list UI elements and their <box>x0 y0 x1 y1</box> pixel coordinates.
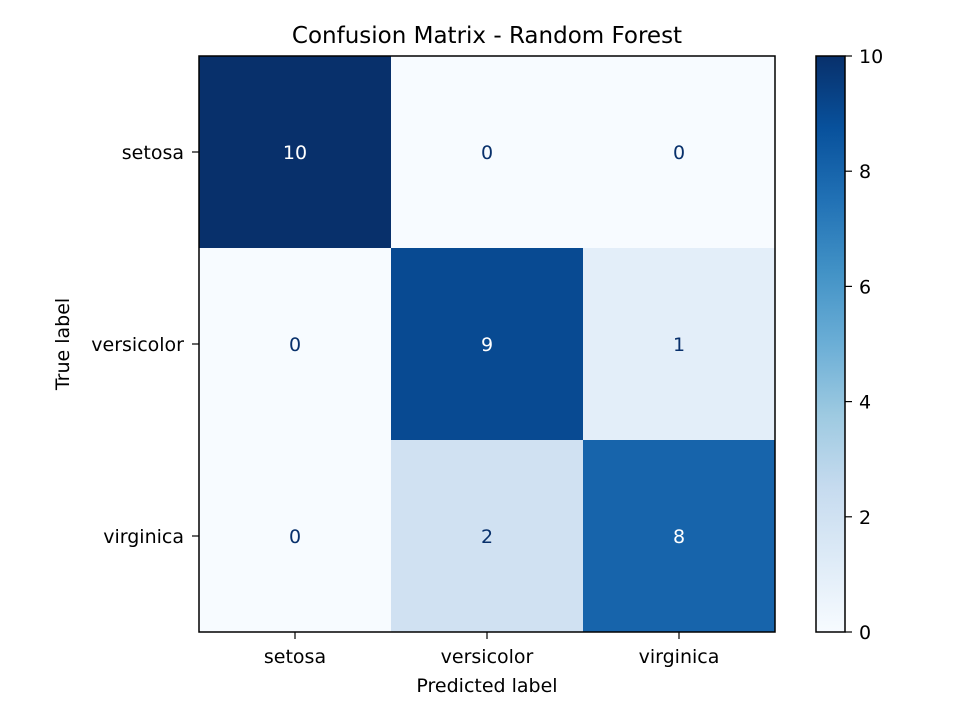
y-axis-label: True label <box>52 298 74 391</box>
heatmap-cell-labels: 10 0 00 9 10 2 8 <box>283 142 685 548</box>
colorbar-tick-label: 2 <box>859 507 871 529</box>
colorbar-tick-label: 4 <box>859 392 871 414</box>
cell-value-label: 0 <box>481 142 493 164</box>
cell-value-label: 0 <box>289 334 301 356</box>
heatmap-cell <box>199 248 392 441</box>
heatmap-cell <box>391 248 584 441</box>
chart-title: Confusion Matrix - Random Forest <box>292 23 682 49</box>
heatmap-cell <box>391 440 584 633</box>
cell-value-label: 2 <box>481 526 493 548</box>
y-tick-label: versicolor <box>91 334 184 356</box>
x-tick-label: versicolor <box>441 646 534 668</box>
y-tick-label: virginica <box>103 526 184 548</box>
cell-value-label: 0 <box>289 526 301 548</box>
colorbar <box>815 55 846 633</box>
colorbar-ticks: 0 2 4 6 8 10 <box>845 46 883 644</box>
colorbar-tick-label: 10 <box>859 46 883 68</box>
x-tick-label: setosa <box>264 646 326 668</box>
cell-value-label: 9 <box>481 334 493 356</box>
colorbar-tick-label: 6 <box>859 276 871 298</box>
heatmap-cells <box>199 56 776 633</box>
heatmap-cell <box>583 56 776 249</box>
y-axis-ticks: setosa versicolor virginica <box>91 142 199 548</box>
x-axis-label: Predicted label <box>416 675 557 697</box>
cell-value-label: 0 <box>673 142 685 164</box>
heatmap-cell <box>391 56 584 249</box>
colorbar-tick-label: 8 <box>859 161 871 183</box>
cell-value-label: 1 <box>673 334 685 356</box>
x-axis-ticks: setosa versicolor virginica <box>264 632 719 668</box>
cell-value-label: 10 <box>283 142 307 164</box>
heatmap-cell <box>199 56 392 249</box>
heatmap-cell <box>583 440 776 633</box>
colorbar-tick-label: 0 <box>859 622 871 644</box>
heatmap-cell <box>583 248 776 441</box>
cell-value-label: 8 <box>673 526 685 548</box>
y-tick-label: setosa <box>122 142 184 164</box>
x-tick-label: virginica <box>639 646 720 668</box>
heatmap-cell <box>199 440 392 633</box>
